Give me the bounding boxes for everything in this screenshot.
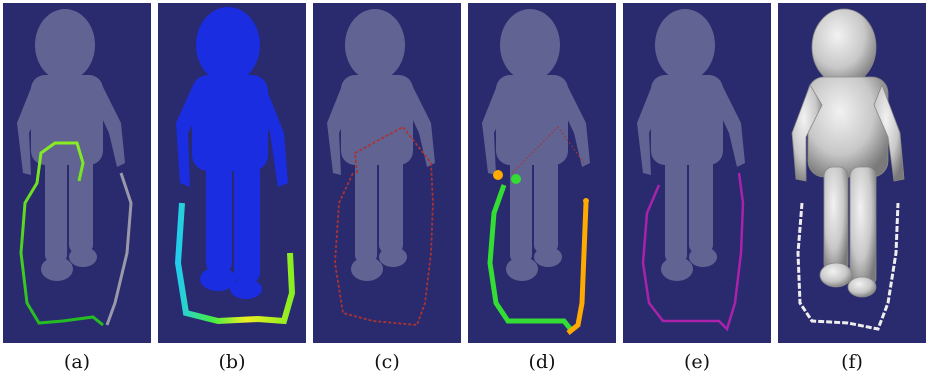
loop-left xyxy=(174,202,296,325)
panel-b xyxy=(158,3,306,343)
caption-f: (f) xyxy=(841,351,863,373)
figure-silhouette xyxy=(17,9,125,281)
panel-f xyxy=(778,3,926,343)
panel-c xyxy=(313,3,461,343)
figure-solid xyxy=(791,8,905,298)
figure-silhouette xyxy=(482,9,590,281)
figure-a-render xyxy=(17,9,133,327)
marker-orange xyxy=(493,170,503,180)
path-gray xyxy=(105,172,133,326)
path-green xyxy=(487,184,574,333)
caption-a: (a) xyxy=(63,351,91,373)
caption-c: (c) xyxy=(374,351,400,373)
caption-b: (b) xyxy=(218,351,246,373)
figure-f-render xyxy=(791,8,905,331)
panel-d xyxy=(468,3,616,343)
caption-e: (e) xyxy=(683,351,711,373)
figure-c-render xyxy=(327,9,435,326)
panel-a xyxy=(3,3,151,343)
figure-silhouette xyxy=(637,9,745,281)
figure-b-render xyxy=(174,7,296,325)
panel-e xyxy=(623,3,771,343)
marker-orange-right xyxy=(583,198,589,204)
path-green xyxy=(19,141,104,327)
figure-e-render xyxy=(637,9,745,332)
caption-d: (d) xyxy=(528,351,556,373)
path-thin xyxy=(511,126,585,174)
path-white xyxy=(796,202,900,331)
figure-heatmap xyxy=(176,7,288,299)
figure-d-render xyxy=(482,9,590,335)
marker-green xyxy=(511,174,521,184)
path-magenta xyxy=(641,172,745,332)
path-red xyxy=(334,125,434,326)
path-orange xyxy=(566,202,589,335)
figure-silhouette xyxy=(327,9,435,281)
